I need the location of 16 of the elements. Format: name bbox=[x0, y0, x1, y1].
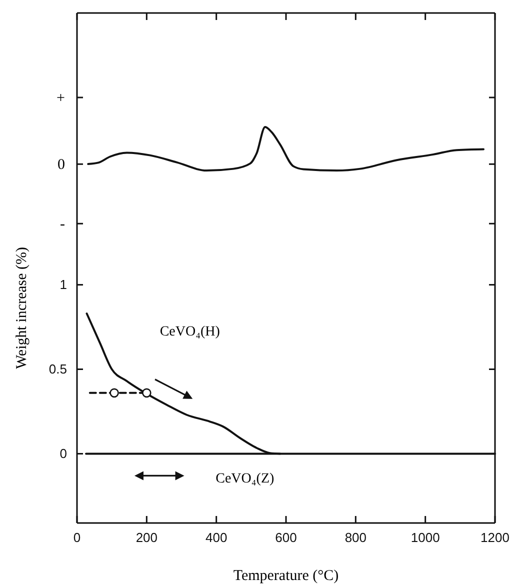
text: - bbox=[60, 216, 65, 233]
text: + bbox=[56, 90, 65, 106]
x-tick-label: 200 bbox=[136, 530, 158, 546]
x-tick-label: 600 bbox=[275, 530, 297, 546]
x-tick-label: 1000 bbox=[410, 530, 440, 546]
y-tick-label: 0 bbox=[60, 446, 67, 461]
y-axis-title: Weight increase (%) bbox=[14, 246, 30, 370]
x-tick-label: 1200 bbox=[480, 530, 510, 546]
annotation: CeVO₄(Z) bbox=[216, 471, 274, 486]
x-tick-label: 400 bbox=[205, 530, 228, 546]
x-tick-label: 800 bbox=[344, 530, 367, 546]
annotation: CeVO₄(H) bbox=[160, 324, 220, 340]
x-axis-title: Temperature (°C) bbox=[233, 568, 339, 584]
y-tick-label: 0.5 bbox=[48, 361, 67, 376]
x-tick-label: 0 bbox=[73, 530, 81, 546]
y-tick-label: 1 bbox=[60, 276, 67, 292]
